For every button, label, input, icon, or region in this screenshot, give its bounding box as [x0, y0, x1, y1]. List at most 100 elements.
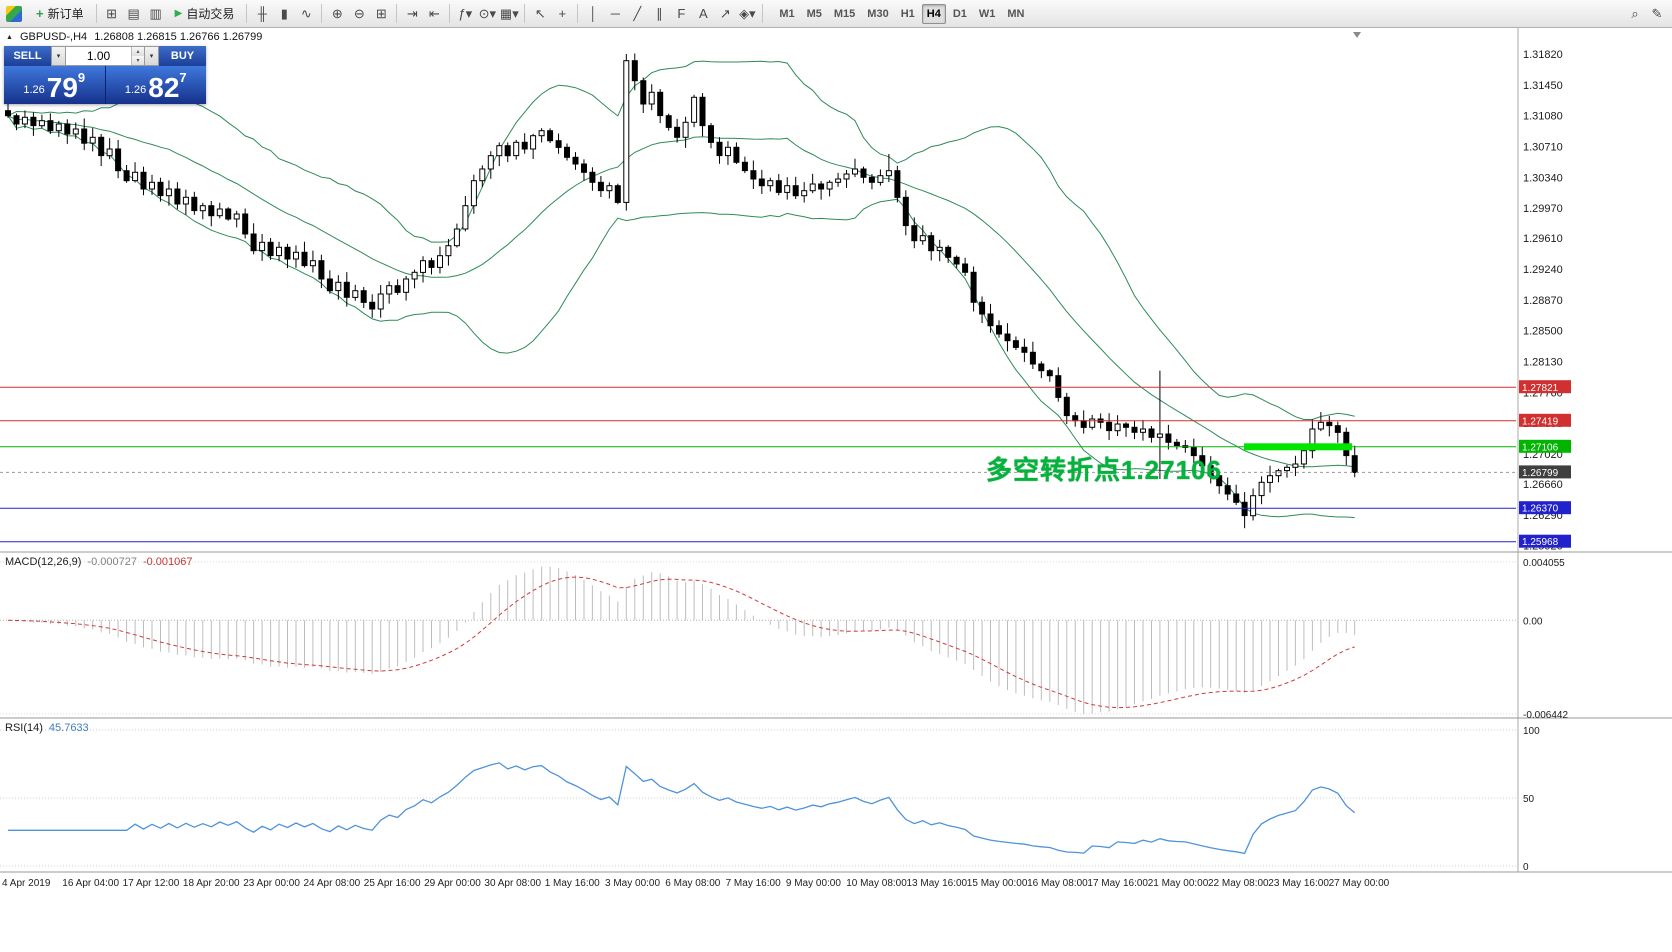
svg-text:25 Apr 16:00: 25 Apr 16:00 [364, 878, 421, 889]
collapse-panel-icon[interactable]: ▲ [6, 33, 13, 41]
sell-price-box[interactable]: 1.26 79 9 [4, 66, 106, 104]
buy-price-box[interactable]: 1.26 82 7 [106, 66, 207, 104]
vertical-line-icon[interactable]: │ [589, 6, 598, 21]
svg-text:1.26370: 1.26370 [1522, 504, 1559, 515]
chart-shift-icon[interactable]: ⇤ [428, 5, 440, 21]
trendline-icon[interactable]: ╱ [633, 5, 642, 21]
timeframe-m1[interactable]: M1 [779, 7, 795, 20]
pivot-annotation: 多空转折点1.27106 [986, 455, 1222, 485]
timeframe-d1[interactable]: D1 [952, 7, 967, 20]
level-badges: 1.27821 1.27419 1.27106 1.26799 1.26370 1.259… [1519, 380, 1571, 548]
sell-price-prefix: 1.26 [23, 84, 45, 96]
timeframe-group: M1 M5 M15 M30 H1 H4 D1 W1 MN [773, 3, 1030, 24]
timeframe-mn[interactable]: MN [1007, 7, 1025, 20]
trade-panel-controls: SELL ▾ 1.00 ▴ ▾ ▾ BUY [4, 46, 206, 66]
market-watch-icon[interactable]: ⊞ [106, 5, 118, 21]
arrow-tool-icon[interactable]: ↗ [719, 5, 731, 21]
toolbar-icon-group: ⊞ ▤ ▥ [101, 3, 167, 25]
text-tool-icon[interactable]: A [698, 6, 708, 21]
chart-canvas[interactable]: 1.31820 1.31450 1.31080 1.30710 1.30340 1.299… [0, 28, 1672, 952]
periods-menu-icon[interactable]: ⊙▾ [478, 5, 497, 21]
horizontal-line-icon[interactable]: ─ [610, 6, 620, 21]
channel-icon[interactable]: ∥ [656, 5, 663, 21]
buy-options-dropdown[interactable]: ▾ [144, 46, 159, 66]
rsi-plot: 100 50 0 [0, 726, 1540, 873]
svg-text:23 Apr 00:00: 23 Apr 00:00 [243, 878, 300, 889]
time-axis: 4 Apr 2019 16 Apr 04:00 17 Apr 12:00 18 Apr… [2, 878, 1390, 889]
zoom-out-icon[interactable]: ⊖ [353, 5, 365, 21]
svg-text:1.25968: 1.25968 [1522, 537, 1559, 548]
svg-text:18 Apr 20:00: 18 Apr 20:00 [183, 878, 240, 889]
crosshair-icon[interactable]: + [558, 6, 567, 21]
svg-text:1.26660: 1.26660 [1523, 479, 1563, 491]
svg-text:15 May 00:00: 15 May 00:00 [967, 878, 1028, 889]
line-chart-icon[interactable]: ∿ [300, 5, 312, 21]
edit-icon[interactable]: ✎ [1651, 5, 1663, 21]
svg-text:17 May 16:00: 17 May 16:00 [1087, 878, 1148, 889]
svg-text:16 May 08:00: 16 May 08:00 [1027, 878, 1088, 889]
tile-windows-icon[interactable]: ⊞ [375, 5, 387, 21]
volume-value[interactable]: 1.00 [86, 49, 111, 63]
auto-scroll-icon[interactable]: ⇥ [406, 5, 418, 21]
svg-text:1.29610: 1.29610 [1523, 233, 1563, 245]
svg-text:1.29970: 1.29970 [1523, 203, 1563, 215]
navigator-icon[interactable]: ▤ [127, 5, 140, 21]
svg-text:1.29240: 1.29240 [1523, 264, 1563, 276]
macd-value-main: -0.000727 [87, 556, 137, 568]
svg-text:1.27821: 1.27821 [1522, 383, 1559, 394]
svg-text:21 May 00:00: 21 May 00:00 [1148, 878, 1209, 889]
volume-stepper[interactable]: 1.00 ▴ ▾ [66, 46, 144, 66]
svg-text:1.27419: 1.27419 [1522, 416, 1559, 427]
fibonacci-icon[interactable]: F [677, 6, 686, 21]
timeframe-h4[interactable]: H4 [921, 3, 946, 24]
rsi-label: RSI(14) 45.7633 [5, 722, 89, 734]
volume-up-icon[interactable]: ▴ [132, 47, 144, 56]
toolbar-separator [321, 4, 323, 23]
cursor-icon[interactable]: ↖ [534, 5, 546, 21]
timeframe-h1[interactable]: H1 [900, 7, 915, 20]
level-lines [0, 386, 1516, 543]
buy-button[interactable]: BUY [159, 46, 206, 66]
new-order-icon: + [36, 6, 44, 21]
sell-options-dropdown[interactable]: ▾ [51, 46, 66, 66]
svg-text:3 May 00:00: 3 May 00:00 [605, 878, 660, 889]
svg-text:0.00: 0.00 [1523, 616, 1543, 627]
bar-chart-icon[interactable]: ╫ [257, 6, 267, 21]
zoom-in-icon[interactable]: ⊕ [331, 5, 343, 21]
timeframe-m15[interactable]: M15 [833, 7, 856, 20]
candlestick-chart-icon[interactable]: ▮ [280, 5, 288, 21]
svg-text:17 Apr 12:00: 17 Apr 12:00 [123, 878, 180, 889]
volume-down-icon[interactable]: ▾ [132, 56, 144, 65]
svg-text:9 May 00:00: 9 May 00:00 [786, 878, 841, 889]
sell-price-big: 79 [46, 72, 78, 104]
toolbar-separator [246, 4, 248, 23]
panel-separators [0, 551, 1672, 873]
svg-text:6 May 08:00: 6 May 08:00 [665, 878, 720, 889]
sell-price-sup: 9 [77, 70, 86, 85]
indicators-icon[interactable]: ƒ▾ [458, 5, 473, 21]
timeframe-m5[interactable]: M5 [806, 7, 822, 20]
sell-button[interactable]: SELL [4, 46, 51, 66]
macd-name: MACD(12,26,9) [5, 556, 82, 568]
timeframe-m30[interactable]: M30 [867, 7, 889, 20]
auto-trading-button[interactable]: ▶ 自动交易 [167, 3, 243, 25]
templates-icon[interactable]: ▦▾ [499, 5, 519, 21]
chart-shift-marker [1353, 32, 1361, 38]
buy-price-prefix: 1.26 [124, 84, 147, 96]
timeframe-w1[interactable]: W1 [978, 7, 996, 20]
quick-search-icon[interactable]: ⌕ [1631, 5, 1639, 21]
svg-text:1.31820: 1.31820 [1523, 49, 1563, 61]
macd-plot: 0.004055 0.00 -0.006442 [0, 558, 1568, 721]
svg-text:1.28130: 1.28130 [1523, 357, 1563, 369]
macd-label: MACD(12,26,9) -0.000727 -0.001067 [5, 556, 193, 568]
buy-price-sup: 7 [179, 70, 187, 85]
svg-text:16 Apr 04:00: 16 Apr 04:00 [62, 878, 119, 889]
shapes-icon[interactable]: ◈▾ [739, 5, 756, 21]
volume-spinner[interactable]: ▴ ▾ [131, 47, 144, 65]
new-order-button[interactable]: + 新订单 [28, 3, 92, 25]
svg-text:50: 50 [1523, 794, 1535, 805]
svg-text:27 May 00:00: 27 May 00:00 [1329, 878, 1390, 889]
svg-text:0: 0 [1523, 862, 1529, 873]
terminal-icon[interactable]: ▥ [149, 5, 162, 21]
symbol-label: GBPUSD-,H4 [19, 31, 88, 43]
